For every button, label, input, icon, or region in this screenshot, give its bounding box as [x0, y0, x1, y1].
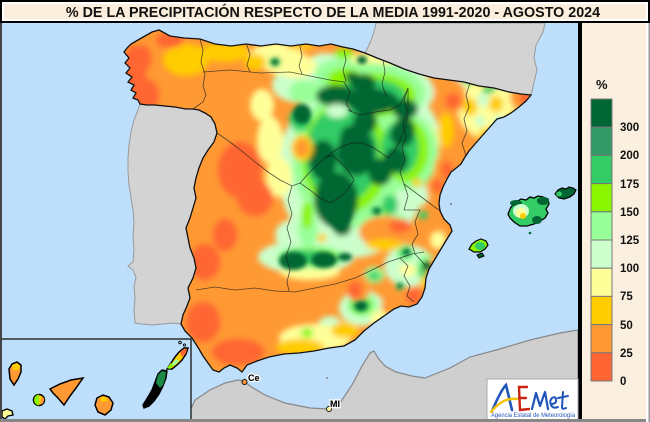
- svg-text:100: 100: [620, 263, 639, 275]
- svg-text:0: 0: [620, 376, 626, 388]
- svg-text:%: %: [596, 77, 608, 92]
- svg-text:125: 125: [620, 235, 640, 247]
- svg-text:50: 50: [620, 320, 633, 332]
- svg-text:Ml: Ml: [330, 399, 340, 409]
- svg-text:Ce: Ce: [248, 373, 260, 383]
- svg-text:200: 200: [620, 150, 639, 162]
- svg-text:150: 150: [620, 207, 639, 219]
- svg-text:175: 175: [620, 179, 640, 191]
- svg-text:Agencia Estatal de Meteorologí: Agencia Estatal de Meteorología: [491, 412, 575, 419]
- svg-text:Ml: Ml: [330, 399, 340, 409]
- svg-text:% DE LA PRECIPITACIÓN RESPECTO: % DE LA PRECIPITACIÓN RESPECTO DE LA MED…: [66, 3, 600, 21]
- svg-text:75: 75: [620, 291, 633, 303]
- svg-text:Ce: Ce: [248, 373, 260, 383]
- svg-text:25: 25: [620, 348, 633, 360]
- svg-text:300: 300: [620, 122, 639, 134]
